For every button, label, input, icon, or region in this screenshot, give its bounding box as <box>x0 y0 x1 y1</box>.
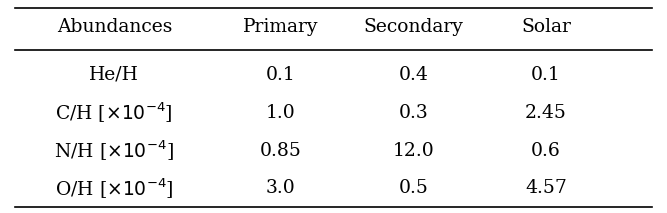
Text: 12.0: 12.0 <box>392 142 434 160</box>
Text: 3.0: 3.0 <box>265 180 295 197</box>
Text: 0.5: 0.5 <box>398 180 428 197</box>
Text: 0.85: 0.85 <box>259 142 301 160</box>
Text: 0.3: 0.3 <box>398 104 428 122</box>
Text: 4.57: 4.57 <box>525 180 567 197</box>
Text: 0.6: 0.6 <box>531 142 561 160</box>
Text: Secondary: Secondary <box>364 18 463 36</box>
Text: Abundances: Abundances <box>57 18 172 36</box>
Text: 0.1: 0.1 <box>531 66 561 84</box>
Text: 1.0: 1.0 <box>265 104 295 122</box>
Text: N/H [$\times10^{-4}$]: N/H [$\times10^{-4}$] <box>55 138 174 163</box>
Text: Solar: Solar <box>521 18 571 36</box>
Text: 0.1: 0.1 <box>265 66 295 84</box>
Text: He/H: He/H <box>89 66 139 84</box>
Text: 2.45: 2.45 <box>525 104 567 122</box>
Text: O/H [$\times10^{-4}$]: O/H [$\times10^{-4}$] <box>55 176 173 201</box>
Text: 0.4: 0.4 <box>398 66 428 84</box>
Text: Primary: Primary <box>243 18 318 36</box>
Text: C/H [$\times10^{-4}$]: C/H [$\times10^{-4}$] <box>55 101 173 125</box>
